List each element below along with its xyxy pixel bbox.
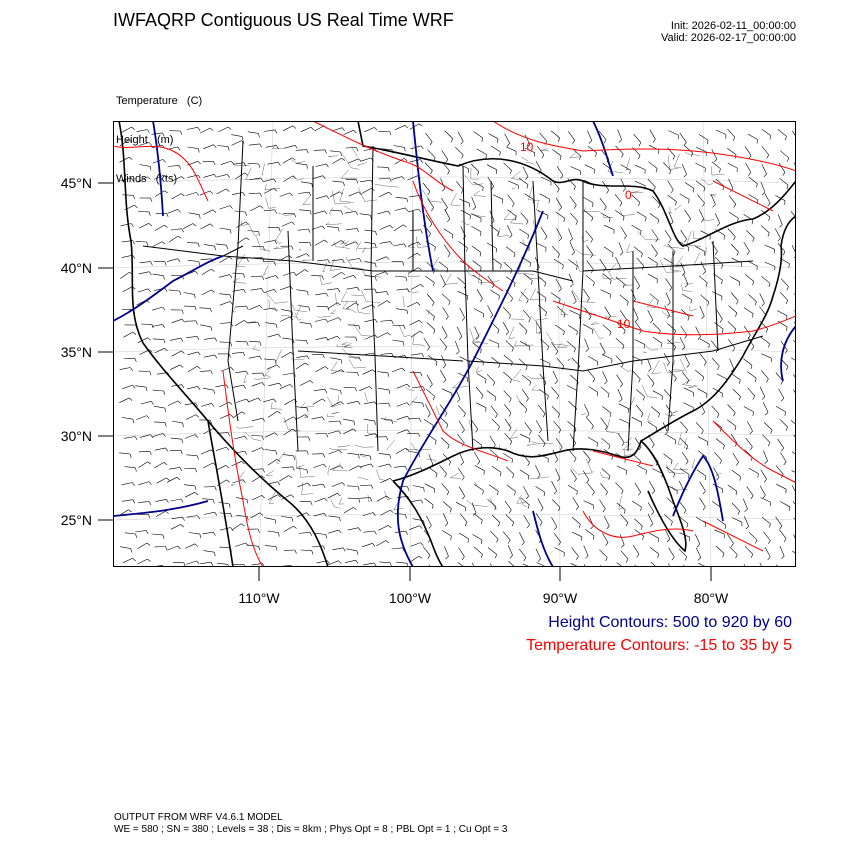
model-info: OUTPUT FROM WRF V4.6.1 MODEL WE = 580 ; …: [114, 812, 507, 836]
contour-label: 10: [617, 317, 631, 331]
longitude-ticks: [258, 567, 712, 581]
lat-label: 25°N: [60, 512, 92, 528]
weather-map: 10 10 0: [113, 121, 796, 567]
height-contour-legend: Height Contours: 500 to 920 by 60: [548, 614, 792, 631]
valid-time: Valid: 2026-02-17_00:00:00: [661, 32, 796, 44]
contour-label: 10: [520, 140, 534, 154]
lon-label: 110°W: [238, 590, 280, 606]
model-config: WE = 580 ; SN = 380 ; Levels = 38 ; Dis …: [114, 824, 508, 835]
map-frame: [113, 121, 796, 567]
state-boundaries: [142, 140, 764, 452]
lon-label: 90°W: [542, 590, 578, 606]
contour-label: 0: [625, 188, 632, 202]
init-time: Init: 2026-02-11_00:00:00: [670, 20, 796, 32]
wind-barbs: [119, 123, 796, 567]
contour-labels: 10 10 0: [520, 140, 632, 331]
lat-label: 45°N: [60, 175, 92, 191]
lon-label: 100°W: [388, 590, 432, 606]
lat-label: 30°N: [60, 428, 92, 444]
height-contours: [113, 121, 796, 567]
temperature-contour-legend: Temperature Contours: -15 to 35 by 5: [526, 637, 792, 654]
model-version: OUTPUT FROM WRF V4.6.1 MODEL: [114, 812, 283, 823]
lat-label: 40°N: [60, 260, 92, 276]
map-title: IWFAQRP Contiguous US Real Time WRF: [113, 10, 454, 30]
coastline: [118, 121, 796, 567]
graticule: [113, 121, 796, 567]
county-lines: [230, 144, 724, 511]
lon-label: 80°W: [693, 590, 729, 606]
run-times: Init: 2026-02-11_00:00:00 Valid: 2026-02…: [661, 20, 796, 44]
variable-temperature: Temperature (C): [116, 95, 203, 107]
lat-label: 35°N: [60, 344, 92, 360]
latitude-ticks: [98, 182, 113, 521]
temperature-contours: [113, 121, 796, 567]
